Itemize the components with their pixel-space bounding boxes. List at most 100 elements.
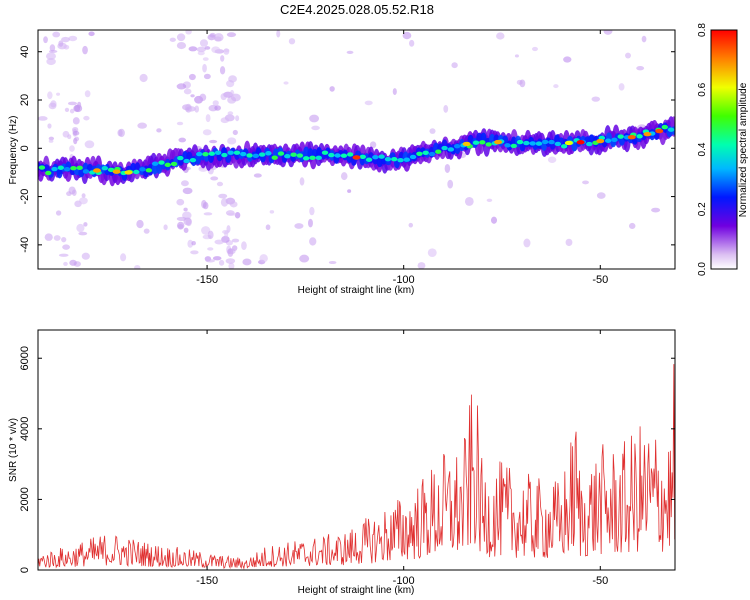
spectrogram-noise-cell: [83, 115, 90, 121]
spectrogram-noise-cell: [199, 39, 209, 47]
spectrogram-noise-cell: [444, 163, 451, 173]
spectrogram-noise-cell: [220, 197, 229, 207]
spectrogram-cell: [233, 150, 241, 155]
spectrogram-cell: [45, 170, 52, 176]
spectrogram-noise-cell: [212, 256, 222, 261]
spectrogram-cell: [378, 154, 385, 159]
spectrogram-noise-cell: [134, 264, 141, 269]
spectrogram-noise-cell: [490, 216, 498, 224]
spectrogram-noise-cell: [188, 46, 198, 52]
spectrogram-noise-cell: [63, 261, 68, 266]
spectrogram-noise-cell: [45, 52, 56, 60]
spectrogram-noise-cell: [185, 103, 192, 113]
spectrogram-noise-cell: [176, 42, 187, 50]
spectrogram-noise-cell: [618, 83, 625, 91]
spectrogram-noise-cell: [309, 206, 315, 216]
spectrogram-noise-cell: [299, 254, 310, 263]
spectrogram-cell: [151, 161, 159, 166]
spectrogram-cell: [334, 153, 341, 158]
spectrogram-noise-cell: [212, 100, 219, 106]
spectrogram-cell: [315, 155, 322, 161]
spectrogram-noise-cell: [553, 84, 559, 89]
spectrogram-noise-cell: [308, 218, 313, 228]
spectrogram-noise-cell: [596, 192, 606, 199]
spectrogram-noise-cell: [72, 117, 80, 125]
spectrogram-noise-cell: [55, 210, 62, 216]
spectrogram-noise-cell: [191, 240, 196, 246]
spectrogram-noise-cell: [72, 130, 80, 136]
spectrogram-noise-cell: [340, 172, 348, 181]
spectrogram-noise-cell: [346, 50, 354, 54]
spectrogram-noise-cell: [49, 44, 56, 52]
x-tick-label: -50: [592, 575, 608, 587]
spectrogram-cell: [523, 140, 530, 146]
spectrogram-noise-cell: [143, 228, 150, 234]
spectrogram-noise-cell: [67, 101, 78, 106]
spectrogram-noise-cell: [194, 105, 200, 113]
spectrogram-cell: [164, 162, 171, 168]
spectrogram-cell: [240, 151, 247, 157]
spectrogram-noise-cell: [486, 198, 493, 202]
spectrogram-noise-cell: [214, 36, 222, 42]
spectrogram-noise-cell: [69, 108, 75, 114]
spectrogram-x-axis-label: Height of straight line (km): [298, 285, 415, 296]
spectrogram-cell: [548, 139, 555, 145]
spectrogram-noise-cell: [176, 198, 185, 206]
spectrogram-noise-cell: [224, 230, 229, 238]
spectrogram-noise-cell: [447, 179, 454, 189]
spectrogram-noise-cell: [190, 250, 199, 255]
spectrogram-cell: [133, 169, 140, 175]
spectrogram-noise-cell: [220, 93, 227, 101]
spectrogram-noise-cell: [427, 248, 437, 257]
spectrogram-cell: [409, 154, 417, 160]
spectrogram-cell: [321, 150, 329, 155]
spectrogram-cell: [384, 156, 392, 162]
spectrogram-noise-cell: [47, 91, 53, 100]
spectrogram-cell: [43, 164, 50, 173]
spectrogram-cell: [271, 155, 278, 160]
spectrogram-noise-cell: [216, 181, 224, 187]
spectrogram-peak-cell: [124, 170, 133, 175]
spectrogram-noise-cell: [496, 32, 505, 40]
spectrogram-noise-cell: [309, 114, 320, 123]
spectrogram-noise-cell: [47, 123, 52, 129]
spectrogram-noise-cell: [234, 211, 241, 219]
spectrogram-cell: [63, 167, 71, 172]
spectrogram-blobs: [38, 30, 675, 269]
spectrogram-noise-cell: [628, 222, 636, 230]
spectrogram-noise-cell: [38, 116, 48, 121]
spectrogram-noise-cell: [276, 30, 281, 38]
spectrogram-noise-cell: [185, 30, 192, 35]
spectrogram-noise-cell: [196, 46, 206, 53]
spectrogram-noise-cell: [220, 55, 225, 62]
spectrogram-cell: [435, 149, 442, 154]
colorbar: 0.0 0.2 0.4 0.6 0.8 Normalized spectral ampl…: [697, 23, 749, 276]
spectrogram-peak-cell: [596, 138, 605, 144]
spectrogram-noise-cell: [44, 233, 53, 241]
spectrogram-cell: [328, 152, 335, 158]
colorbar-label: Normalized spectral amplitude: [738, 82, 749, 217]
spectrogram-y-axis-label: Frequency (Hz): [8, 116, 19, 185]
spectrogram-noise-cell: [48, 102, 57, 110]
spectrogram-noise-cell: [120, 253, 127, 262]
y-tick-label: 0: [19, 145, 31, 151]
y-tick-label: -20: [19, 189, 31, 205]
spectrogram-cell: [472, 140, 480, 145]
spectrogram-cell: [38, 165, 46, 170]
spectrogram-noise-cell: [269, 210, 275, 214]
spectrogram-noise-cell: [228, 262, 235, 269]
spectrogram-cell: [617, 134, 624, 139]
spectrogram-cell: [284, 154, 291, 159]
spectrogram-peak-cell: [92, 168, 101, 173]
spectrogram-noise-cell: [202, 63, 207, 73]
spectrogram-cells: [38, 30, 675, 269]
spectrogram-noise-cell: [209, 139, 218, 144]
spectrogram-noise-cell: [519, 79, 526, 88]
spectrogram-cell: [57, 165, 65, 170]
spectrogram-noise-cell: [53, 235, 61, 241]
spectrogram-noise-cell: [136, 219, 144, 229]
spectrogram-noise-cell: [74, 136, 80, 142]
y-tick-label: 0: [19, 567, 31, 573]
spectrogram-noise-cell: [218, 193, 228, 199]
spectrogram-cell: [359, 154, 366, 159]
